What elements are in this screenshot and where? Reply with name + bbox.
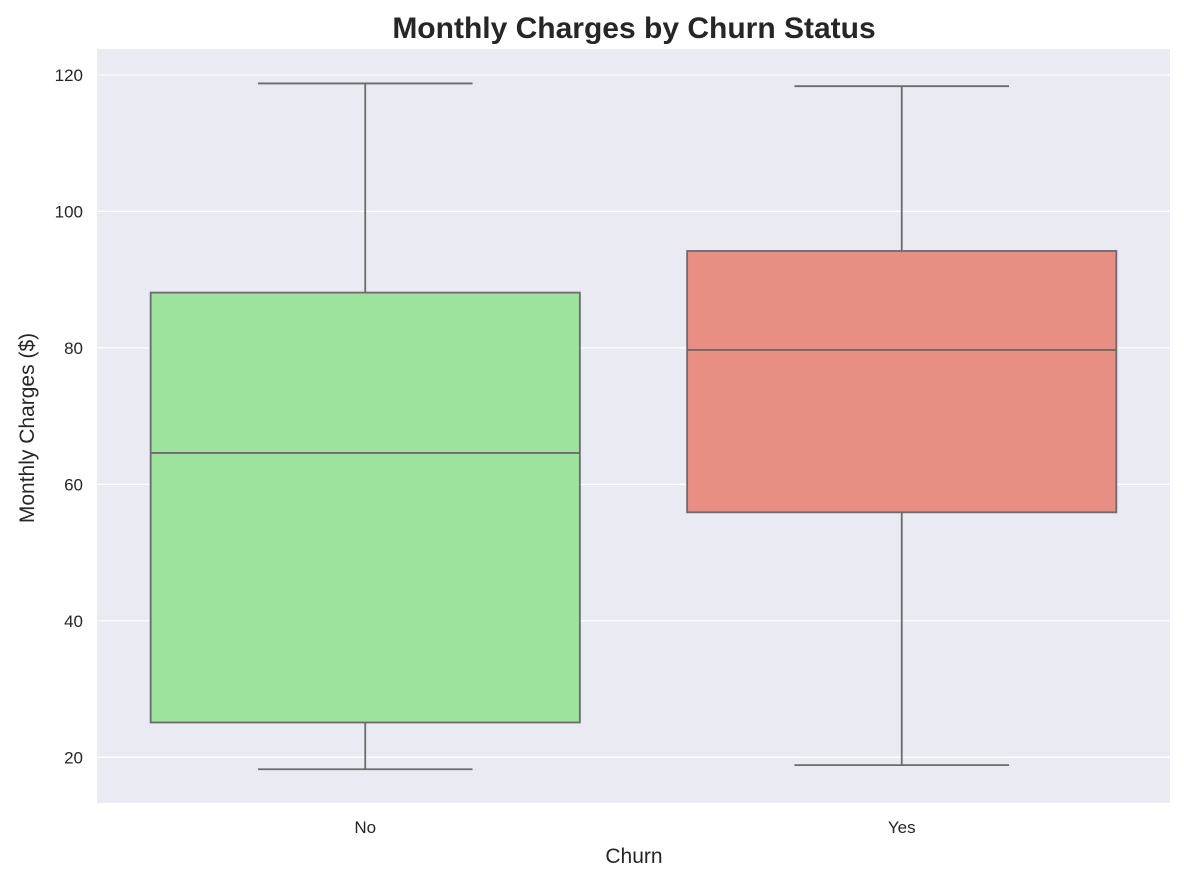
iqr-box	[686, 250, 1118, 514]
box-no	[149, 82, 581, 771]
box-yes	[686, 85, 1118, 767]
y-tick-label: 60	[64, 475, 83, 494]
y-tick-label: 100	[55, 202, 83, 221]
iqr-box	[149, 291, 581, 724]
y-tick-label: 80	[64, 339, 83, 358]
x-tick-label: Yes	[888, 818, 916, 837]
y-tick-label: 20	[64, 748, 83, 767]
x-axis-label: Churn	[605, 845, 662, 868]
y-tick-label: 120	[55, 66, 83, 85]
x-tick-label: No	[354, 818, 376, 837]
y-axis-label: Monthly Charges ($)	[16, 333, 39, 523]
boxes	[149, 82, 1118, 771]
y-axis-ticks: 20 40 60 80 100 120	[55, 66, 83, 767]
x-axis-ticks: No Yes	[354, 818, 915, 837]
y-tick-label: 40	[64, 612, 83, 631]
chart-title: Monthly Charges by Churn Status	[392, 12, 875, 45]
